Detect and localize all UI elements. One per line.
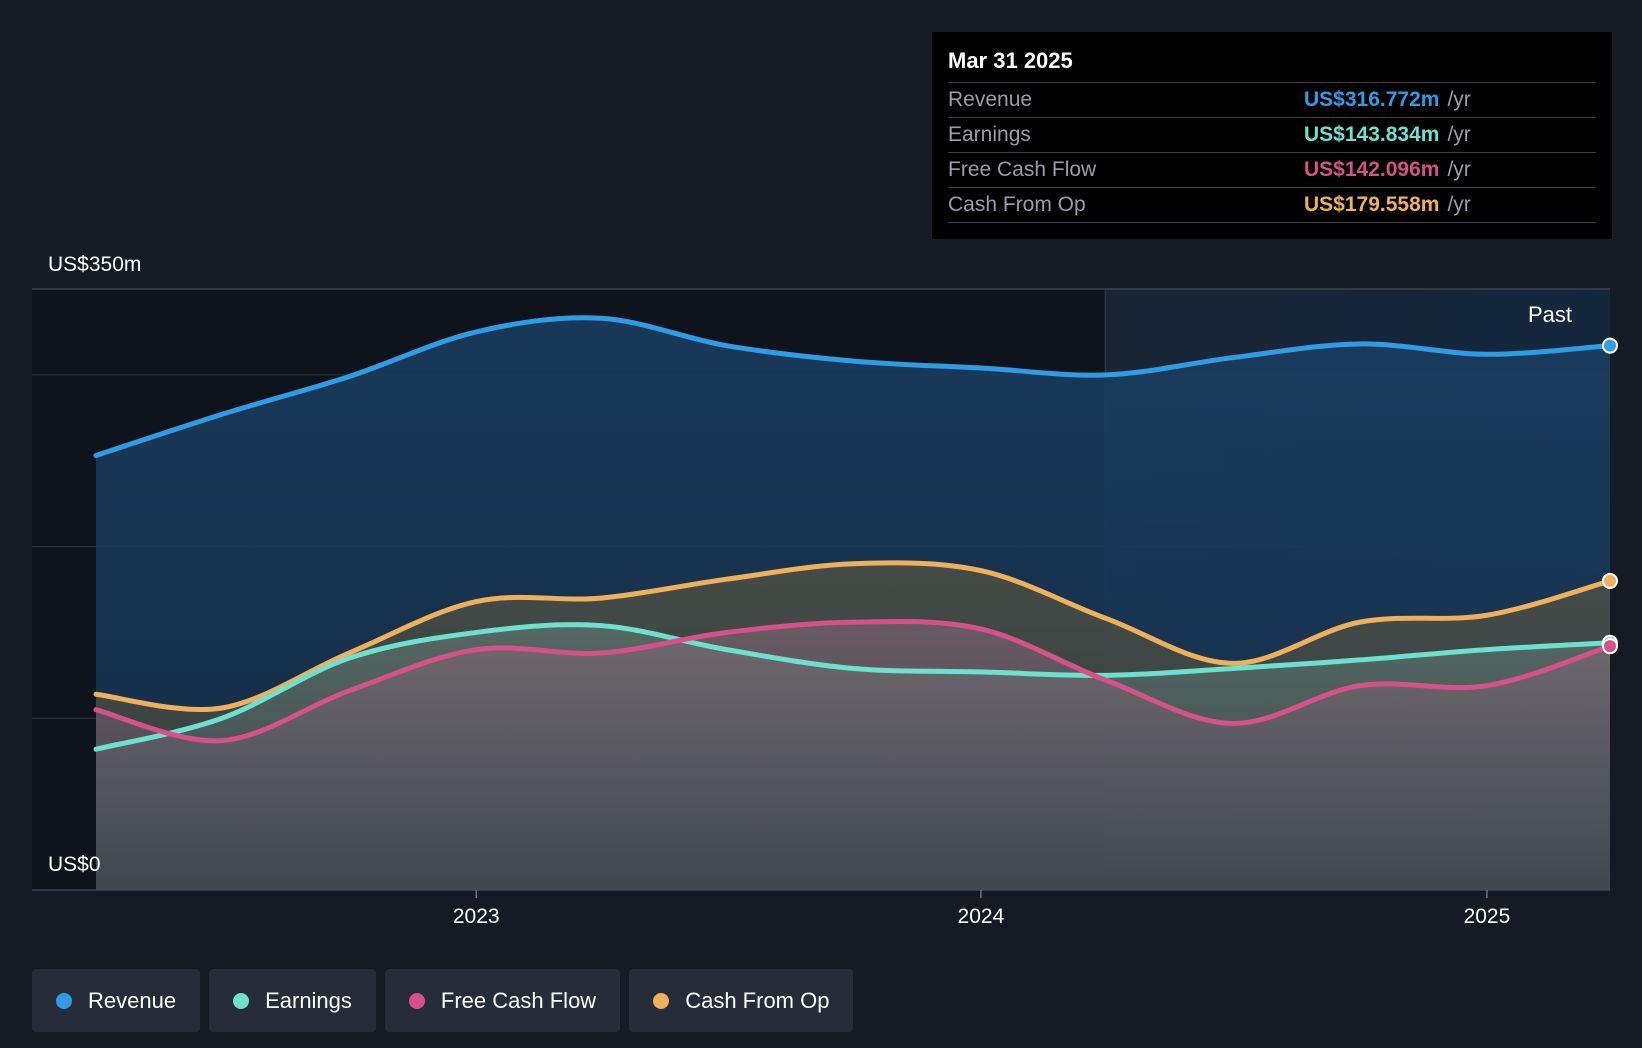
x-axis-ticks: 2023 2024 2025 xyxy=(453,890,1510,928)
legend-label: Cash From Op xyxy=(685,987,830,1013)
legend-item-earnings[interactable]: Earnings xyxy=(209,969,376,1032)
x-tick-label: 2025 xyxy=(1464,905,1511,928)
tooltip-panel: Mar 31 2025 Revenue US$316.772m /yr Earn… xyxy=(932,32,1612,239)
y-axis-bottom-label: US$0 xyxy=(48,853,101,876)
revenue-end-point xyxy=(1602,337,1618,354)
revenue-dot-icon xyxy=(56,992,72,1009)
series-lines xyxy=(93,315,1613,752)
chart-legend: Revenue Earnings Free Cash Flow Cash Fro… xyxy=(32,969,854,1032)
tooltip-label: Earnings xyxy=(948,123,1031,146)
tooltip-date: Mar 31 2025 xyxy=(948,48,1073,73)
legend-item-free-cash-flow[interactable]: Free Cash Flow xyxy=(384,969,621,1032)
revenue-line xyxy=(93,315,1613,459)
cash-from-op-line xyxy=(93,560,1613,713)
tooltip-unit: /yr xyxy=(1447,158,1471,181)
tooltip-unit: /yr xyxy=(1447,193,1471,216)
x-tick-label: 2023 xyxy=(453,905,500,928)
earnings-dot-icon xyxy=(233,992,250,1009)
tooltip-value: US$316.772m xyxy=(1304,88,1440,111)
tooltip-unit: /yr xyxy=(1447,123,1471,146)
free-cash-flow-line xyxy=(93,618,1613,744)
legend-label: Earnings xyxy=(265,987,352,1013)
cash-from-op-end-point xyxy=(1602,572,1618,589)
legend-label: Free Cash Flow xyxy=(440,987,597,1013)
legend-item-cash-from-op[interactable]: Cash From Op xyxy=(629,969,854,1032)
tooltip-label: Cash From Op xyxy=(948,193,1086,216)
tooltip-row-revenue: Revenue US$316.772m /yr xyxy=(948,82,1596,117)
tooltip-row-cash-from-op: Cash From Op US$179.558m /yr xyxy=(948,187,1596,223)
tooltip-label: Free Cash Flow xyxy=(948,158,1097,181)
series-end-dots xyxy=(1602,337,1618,655)
cash-from-op-dot-icon xyxy=(653,992,670,1009)
free-cash-flow-area xyxy=(96,621,1610,890)
tooltip-row-free-cash-flow: Free Cash Flow US$142.096m /yr xyxy=(948,152,1596,187)
earnings-line xyxy=(93,622,1613,752)
tooltip-value: US$179.558m xyxy=(1304,193,1440,216)
past-label: Past xyxy=(1527,302,1572,327)
series-fills xyxy=(96,317,1610,890)
tooltip-value: US$143.834m xyxy=(1304,123,1440,146)
y-axis-top-label: US$350m xyxy=(48,253,142,276)
tooltip-unit: /yr xyxy=(1447,88,1471,111)
tooltip-value: US$142.096m xyxy=(1304,158,1440,181)
tooltip-label: Revenue xyxy=(948,88,1033,111)
tooltip-row-earnings: Earnings US$143.834m /yr xyxy=(948,117,1596,152)
legend-item-revenue[interactable]: Revenue xyxy=(32,969,201,1032)
free-cash-flow-end-point xyxy=(1602,638,1618,655)
free-cash-flow-dot-icon xyxy=(408,992,425,1009)
legend-label: Revenue xyxy=(88,987,177,1013)
x-tick-label: 2024 xyxy=(958,905,1005,928)
